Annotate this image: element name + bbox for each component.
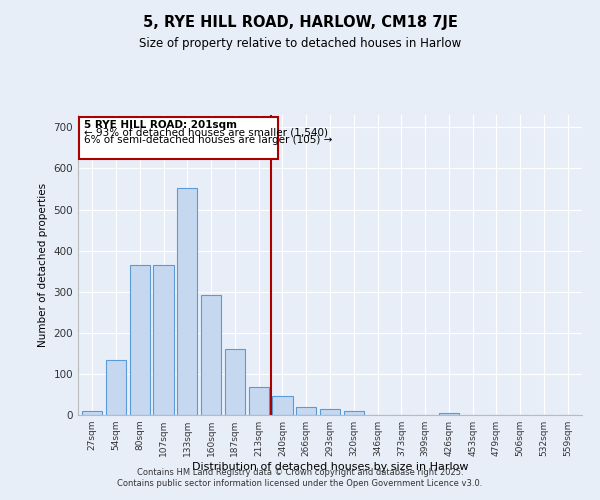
Bar — [320, 409, 340, 415]
Text: ← 93% of detached houses are smaller (1,540): ← 93% of detached houses are smaller (1,… — [84, 128, 328, 138]
Bar — [130, 265, 150, 415]
Y-axis label: Number of detached properties: Number of detached properties — [38, 183, 48, 347]
Bar — [439, 413, 459, 415]
Text: 5 RYE HILL ROAD: 201sqm: 5 RYE HILL ROAD: 201sqm — [84, 120, 237, 130]
Text: Contains HM Land Registry data © Crown copyright and database right 2025.
Contai: Contains HM Land Registry data © Crown c… — [118, 468, 482, 487]
Bar — [154, 265, 173, 415]
Text: 6% of semi-detached houses are larger (105) →: 6% of semi-detached houses are larger (1… — [84, 135, 332, 145]
Bar — [225, 349, 245, 415]
Bar — [201, 294, 221, 415]
Bar — [79, 117, 278, 160]
Bar — [106, 360, 126, 415]
Text: Size of property relative to detached houses in Harlow: Size of property relative to detached ho… — [139, 38, 461, 51]
Bar — [82, 411, 103, 415]
Bar — [296, 407, 316, 415]
Bar — [272, 396, 293, 415]
Bar — [248, 387, 269, 415]
Text: 5, RYE HILL ROAD, HARLOW, CM18 7JE: 5, RYE HILL ROAD, HARLOW, CM18 7JE — [143, 15, 457, 30]
Bar — [344, 412, 364, 415]
X-axis label: Distribution of detached houses by size in Harlow: Distribution of detached houses by size … — [192, 462, 468, 472]
Bar — [177, 188, 197, 415]
